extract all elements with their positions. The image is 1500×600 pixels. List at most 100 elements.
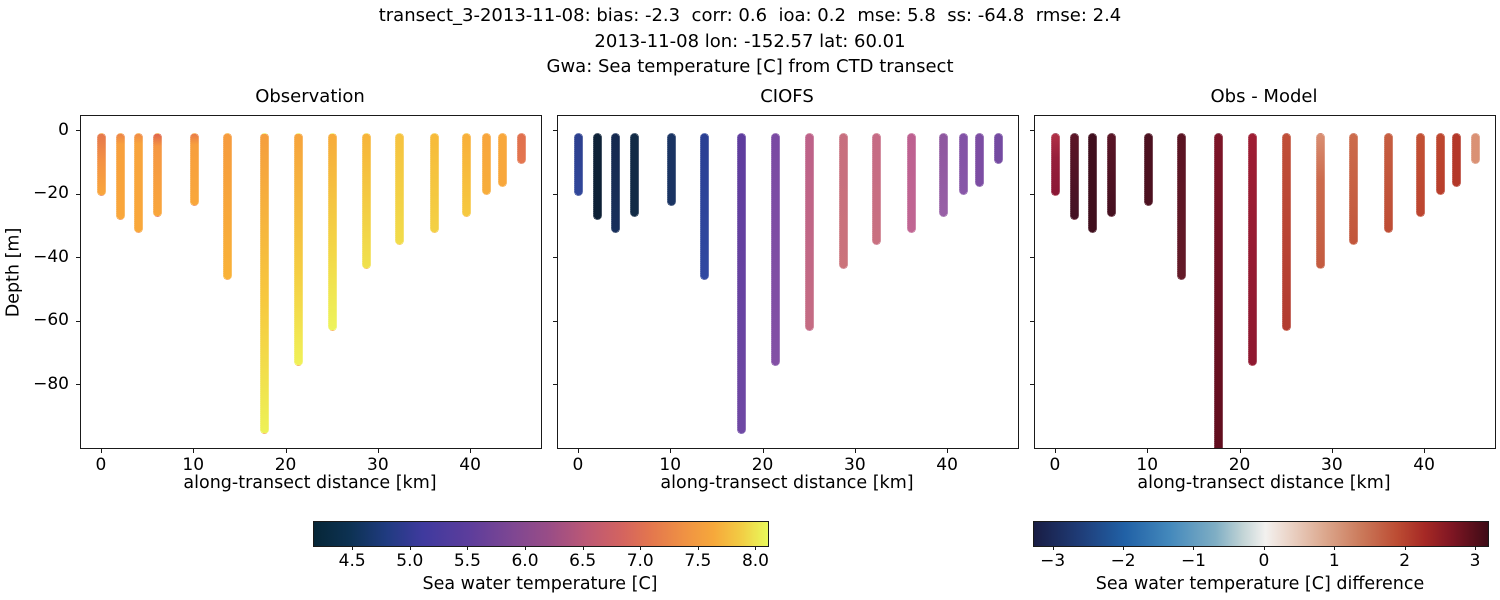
y-tick-mark <box>1030 320 1034 322</box>
y-tick-label: −80 <box>33 373 69 394</box>
ctd-profile-bar <box>259 132 269 435</box>
ctd-profile-bar <box>189 132 199 206</box>
colorbar-tick-label: −3 <box>1040 551 1066 571</box>
ctd-profile-bar <box>1436 132 1446 195</box>
ctd-profile-bar <box>1248 132 1258 367</box>
colorbar-tick-mark <box>409 547 411 550</box>
ctd-profile-bar <box>1282 132 1292 332</box>
colorbar-tick-label: 7.0 <box>626 551 654 571</box>
x-tick-mark <box>947 449 949 453</box>
colorbar-tick-mark <box>1404 547 1406 550</box>
x-axis-label-observation: along-transect distance [km] <box>183 473 437 493</box>
x-tick-mark <box>1424 449 1426 453</box>
colorbar-tick-mark <box>1052 547 1054 550</box>
x-axis-label-ciofs: along-transect distance [km] <box>660 473 914 493</box>
x-tick-label: 10 <box>182 455 205 475</box>
colorbar-tick-mark <box>1123 547 1125 550</box>
ctd-profile-bar <box>97 132 107 197</box>
y-tick-label: 0 <box>58 119 69 140</box>
panel-title-ciofs: CIOFS <box>760 86 814 107</box>
y-tick-mark <box>553 193 557 195</box>
y-tick-mark <box>1030 257 1034 259</box>
ctd-profile-bar <box>839 132 849 270</box>
colorbar-tick-mark <box>697 547 699 550</box>
colorbar-tick-label: 6.0 <box>511 551 539 571</box>
colorbar-temperature-gradient <box>313 521 769 547</box>
x-tick-label: 0 <box>95 455 107 475</box>
ctd-profile-bar <box>574 132 584 197</box>
x-tick-label: 0 <box>572 455 584 475</box>
y-tick-mark <box>76 257 80 259</box>
figure-title-metrics: transect_3-2013-11-08: bias: -2.3 corr: … <box>378 5 1122 26</box>
x-tick-mark <box>100 449 102 453</box>
ctd-profile-bar <box>736 132 746 435</box>
ctd-profile-bar <box>1106 132 1116 217</box>
x-tick-label: 40 <box>936 455 958 475</box>
y-tick-label: −60 <box>33 310 69 331</box>
colorbar-tick-mark <box>1263 547 1265 550</box>
colorbar-tick-label: 5.0 <box>396 551 424 571</box>
colorbar-tick-mark <box>582 547 584 550</box>
x-tick-mark <box>470 449 472 453</box>
colorbar-tick-label: 6.5 <box>569 551 597 571</box>
x-tick-label: 0 <box>1049 455 1061 475</box>
panel-ciofs-axes <box>557 115 1019 449</box>
ctd-profile-bar <box>1051 132 1061 197</box>
x-tick-mark <box>1147 449 1149 453</box>
ctd-profile-bar <box>1143 132 1153 206</box>
ctd-profile-bar <box>1416 132 1426 217</box>
x-tick-mark <box>670 449 672 453</box>
y-tick-label: −40 <box>33 246 69 267</box>
x-tick-mark <box>285 449 287 453</box>
ctd-profile-bar <box>328 132 338 332</box>
colorbar-tick-label: 8.0 <box>741 551 769 571</box>
ctd-profile-bar <box>994 132 1004 165</box>
colorbar-tick-label: 3 <box>1469 551 1481 571</box>
y-tick-mark <box>553 257 557 259</box>
colorbar-tick-label: 1 <box>1328 551 1340 571</box>
x-axis-label-obs-model: along-transect distance [km] <box>1137 473 1391 493</box>
colorbar-tick-mark <box>1334 547 1336 550</box>
x-tick-mark <box>377 449 379 453</box>
ctd-profile-bar <box>592 132 602 221</box>
ctd-profile-bar <box>517 132 527 165</box>
ctd-profile-bar <box>975 132 984 187</box>
colorbar-tick-label: 7.5 <box>684 551 712 571</box>
ctd-profile-bar <box>429 132 439 233</box>
colorbar-tick-label: 5.5 <box>453 551 481 571</box>
ctd-profile-bar <box>115 132 125 221</box>
ctd-profile-bar <box>498 132 507 187</box>
y-tick-mark <box>76 320 80 322</box>
ctd-profile-bar <box>939 132 949 217</box>
y-axis-label: Depth [m] <box>3 227 24 318</box>
ctd-profile-bar <box>699 132 709 281</box>
colorbar-tick-mark <box>1475 547 1477 550</box>
ctd-profile-bar <box>959 132 969 195</box>
ctd-profile-bar <box>1383 132 1393 233</box>
colorbar-tick-label: −2 <box>1110 551 1136 571</box>
ctd-profile-bar <box>134 132 144 233</box>
x-tick-label: 10 <box>659 455 682 475</box>
ctd-profile-bar <box>1213 132 1223 448</box>
x-tick-label: 30 <box>367 455 389 475</box>
figure-title-variable: Gwa: Sea temperature [C] from CTD transe… <box>546 56 954 77</box>
ctd-profile-bar <box>805 132 815 332</box>
ctd-profile-bar <box>1316 132 1326 270</box>
ctd-profile-bar <box>1471 132 1481 165</box>
panel-title-obs-model: Obs - Model <box>1210 86 1318 107</box>
ctd-profile-bar <box>294 132 304 367</box>
x-tick-label: 20 <box>274 455 297 475</box>
y-tick-mark <box>553 384 557 386</box>
x-tick-mark <box>1054 449 1056 453</box>
y-tick-label: −20 <box>33 183 69 204</box>
ctd-profile-bar <box>666 132 676 206</box>
y-tick-mark <box>1030 384 1034 386</box>
x-tick-label: 20 <box>751 455 774 475</box>
y-tick-mark <box>76 384 80 386</box>
x-tick-label: 40 <box>459 455 481 475</box>
ctd-profile-bar <box>152 132 162 217</box>
colorbar-tick-mark <box>1193 547 1195 550</box>
colorbar-tick-mark <box>467 547 469 550</box>
colorbar-tick-mark <box>640 547 642 550</box>
